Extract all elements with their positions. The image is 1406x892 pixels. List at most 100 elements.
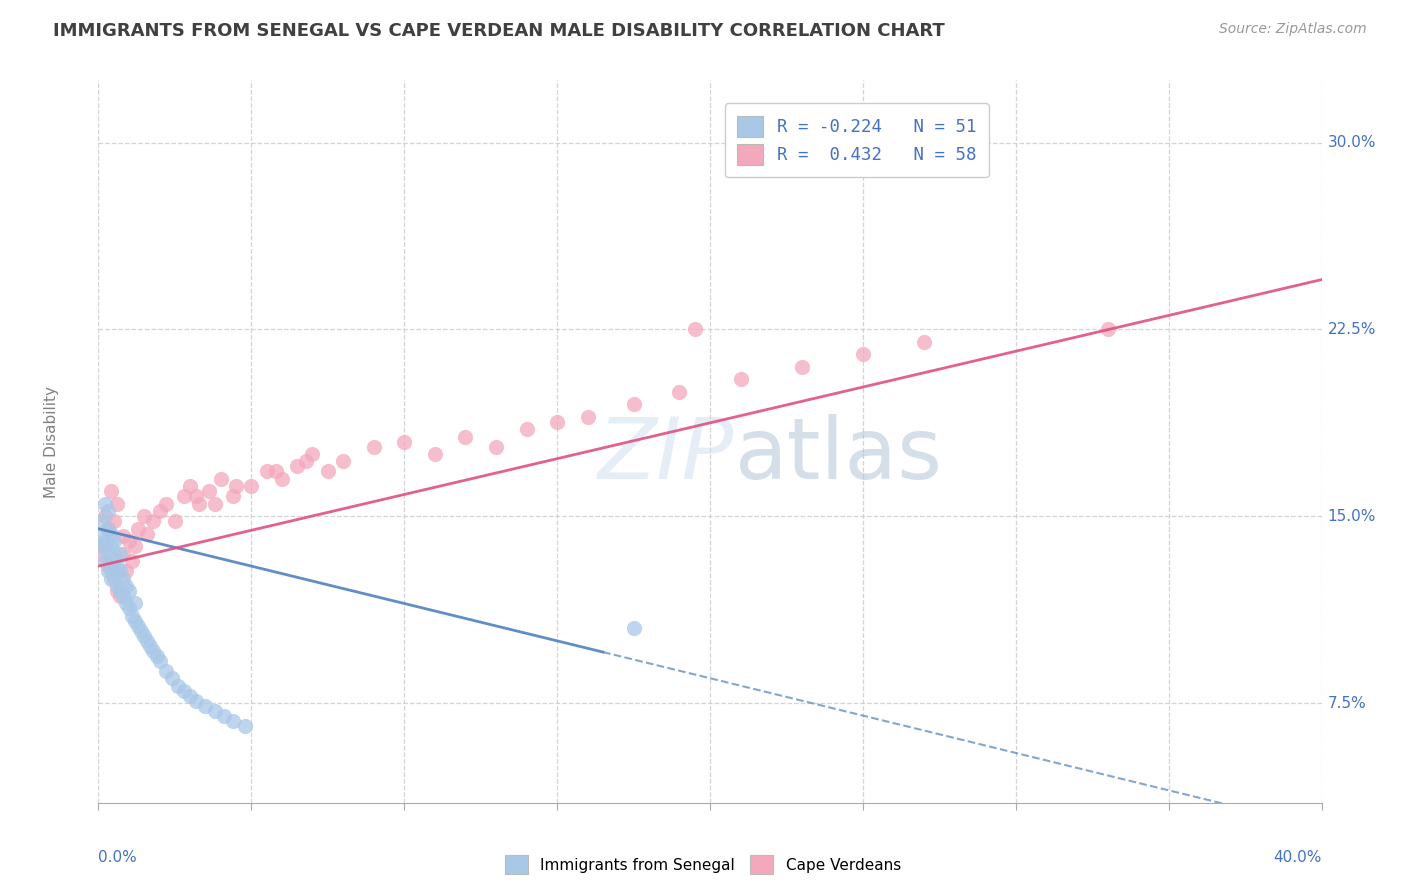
Point — [129, 624, 152, 638]
Point — [485, 440, 508, 454]
Point — [155, 497, 177, 511]
Point — [93, 509, 115, 524]
Point — [118, 584, 141, 599]
Point — [108, 547, 131, 561]
Point — [103, 514, 125, 528]
Point — [108, 589, 131, 603]
Point — [103, 566, 125, 581]
Point — [97, 564, 120, 578]
Point — [111, 529, 134, 543]
Text: atlas: atlas — [734, 415, 942, 498]
Point — [173, 683, 195, 698]
Point — [179, 689, 201, 703]
Point — [93, 534, 115, 549]
Point — [103, 551, 125, 566]
Point — [222, 489, 245, 503]
Point — [233, 718, 256, 732]
Point — [155, 664, 177, 678]
Point — [100, 484, 122, 499]
Point — [111, 547, 134, 561]
Point — [124, 539, 146, 553]
Point — [363, 440, 385, 454]
Point — [145, 648, 167, 663]
Point — [623, 397, 645, 411]
Point — [93, 539, 115, 553]
Point — [295, 454, 318, 468]
Point — [124, 597, 146, 611]
Point — [852, 347, 875, 361]
Point — [139, 639, 162, 653]
Point — [97, 547, 120, 561]
Point — [546, 415, 568, 429]
Point — [516, 422, 538, 436]
Point — [100, 572, 122, 586]
Point — [225, 479, 247, 493]
Point — [270, 472, 292, 486]
Point — [108, 584, 131, 599]
Point — [186, 693, 208, 707]
Point — [194, 698, 217, 713]
Point — [97, 522, 120, 536]
Point — [136, 526, 159, 541]
Text: Male Disability: Male Disability — [45, 385, 59, 498]
Point — [103, 534, 125, 549]
Point — [160, 671, 183, 685]
Point — [90, 514, 112, 528]
Point — [209, 472, 232, 486]
Point — [204, 497, 226, 511]
Point — [730, 372, 752, 386]
Point — [149, 504, 172, 518]
Point — [105, 579, 128, 593]
Point — [111, 572, 134, 586]
Point — [97, 559, 120, 574]
Text: IMMIGRANTS FROM SENEGAL VS CAPE VERDEAN MALE DISABILITY CORRELATION CHART: IMMIGRANTS FROM SENEGAL VS CAPE VERDEAN … — [53, 22, 945, 40]
Point — [142, 644, 165, 658]
Text: 22.5%: 22.5% — [1327, 322, 1376, 337]
Point — [912, 334, 935, 349]
Point — [97, 522, 120, 536]
Point — [118, 601, 141, 615]
Point — [188, 497, 211, 511]
Point — [134, 509, 156, 524]
Point — [105, 497, 128, 511]
Point — [204, 704, 226, 718]
Point — [124, 614, 146, 628]
Point — [90, 539, 112, 553]
Legend: Immigrants from Senegal, Cape Verdeans: Immigrants from Senegal, Cape Verdeans — [499, 849, 907, 880]
Point — [316, 465, 339, 479]
Point — [127, 619, 149, 633]
Point — [115, 597, 138, 611]
Point — [212, 708, 235, 723]
Text: ZIP: ZIP — [598, 415, 734, 498]
Point — [256, 465, 278, 479]
Text: 7.5%: 7.5% — [1327, 696, 1367, 711]
Point — [222, 714, 245, 728]
Point — [121, 609, 143, 624]
Point — [105, 584, 128, 599]
Point — [121, 554, 143, 568]
Point — [127, 522, 149, 536]
Point — [118, 534, 141, 549]
Point — [100, 526, 122, 541]
Point — [197, 484, 219, 499]
Text: 40.0%: 40.0% — [1274, 850, 1322, 864]
Point — [134, 629, 156, 643]
Point — [115, 579, 138, 593]
Point — [179, 479, 201, 493]
Point — [240, 479, 263, 493]
Point — [97, 504, 120, 518]
Point — [103, 572, 125, 586]
Point — [285, 459, 308, 474]
Point — [136, 633, 159, 648]
Point — [149, 654, 172, 668]
Point — [186, 489, 208, 503]
Point — [115, 564, 138, 578]
Point — [167, 679, 190, 693]
Point — [423, 447, 446, 461]
Text: 30.0%: 30.0% — [1327, 135, 1376, 150]
Point — [100, 559, 122, 574]
Point — [1097, 322, 1119, 336]
Point — [683, 322, 706, 336]
Point — [100, 539, 122, 553]
Point — [93, 554, 115, 568]
